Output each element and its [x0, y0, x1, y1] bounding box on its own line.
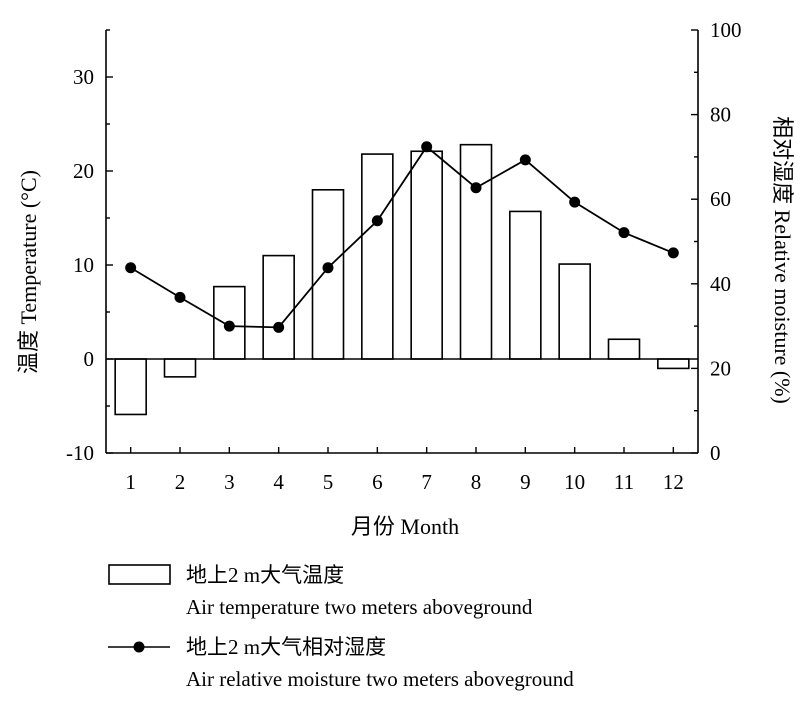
x-tick-label: 8: [471, 470, 482, 494]
temperature-bar: [657, 358, 690, 370]
y-left-tick-label: 10: [73, 253, 94, 277]
x-tick-label: 11: [614, 470, 634, 494]
y-right-tick-label: 80: [710, 103, 731, 127]
temperature-bar: [114, 358, 147, 416]
temperature-bar: [163, 358, 197, 378]
temperature-bar: [607, 338, 641, 360]
x-tick-label: 1: [125, 470, 136, 494]
humidity-point: [470, 182, 482, 194]
temperature-bar: [459, 143, 493, 360]
humidity-point: [174, 291, 186, 303]
humidity-point: [322, 262, 334, 274]
y-right-tick-label: 20: [710, 356, 731, 380]
y-axis-right-title: 相对湿度 Relative moisture (%): [770, 116, 795, 404]
humidity-point: [618, 227, 630, 239]
temperature-bars: [114, 143, 690, 416]
legend-label-humidity: 地上2 m大气相对湿度: [186, 635, 386, 659]
legend-sublabel-humidity: Air relative moisture two meters abovegr…: [186, 667, 574, 691]
humidity-point: [371, 215, 383, 227]
humidity-point: [519, 154, 531, 166]
x-tick-label: 4: [273, 470, 284, 494]
x-tick-label: 10: [564, 470, 585, 494]
y-left-tick-label: 30: [73, 65, 94, 89]
temperature-bar: [509, 210, 542, 360]
x-tick-label: 5: [323, 470, 334, 494]
x-tick-label: 7: [421, 470, 432, 494]
humidity-line-series: [125, 141, 679, 333]
humidity-point: [223, 320, 235, 332]
temperature-bar: [361, 153, 394, 360]
humidity-line: [130, 145, 674, 329]
temperature-bar: [311, 189, 345, 360]
humidity-point: [667, 247, 679, 259]
legend-sublabel-temperature: Air temperature two meters aboveground: [186, 595, 533, 619]
legend-swatch-marker: [133, 641, 145, 653]
humidity-point: [569, 196, 581, 208]
x-axis-title: 月份 Month: [351, 514, 459, 539]
legend-label-temperature: 地上2 m大气温度: [186, 563, 344, 587]
x-tick-label: 3: [224, 470, 235, 494]
x-tick-label: 9: [520, 470, 531, 494]
legend: 地上2 m大气温度 Air temperature two meters abo…: [108, 563, 574, 691]
y-left-tick-label: 20: [73, 159, 94, 183]
humidity-point: [125, 262, 137, 274]
x-tick-label: 12: [663, 470, 684, 494]
y-left-tick-label: 0: [84, 347, 95, 371]
y-left-tick-label: -10: [66, 441, 94, 465]
x-tick-label: 6: [372, 470, 383, 494]
y-right-tick-label: 60: [710, 187, 731, 211]
temperature-bar: [410, 150, 443, 360]
humidity-point: [421, 141, 433, 153]
legend-swatch-bar: [108, 564, 171, 585]
x-tick-label: 2: [175, 470, 186, 494]
temperature-bar: [262, 254, 295, 360]
y-right-tick-label: 100: [710, 18, 742, 42]
y-right-tick-label: 40: [710, 272, 731, 296]
y-axis-left-title: 温度 Temperature (°C): [16, 170, 41, 374]
humidity-point: [273, 321, 285, 333]
temperature-bar: [558, 263, 591, 360]
y-right-tick-label: 0: [710, 441, 721, 465]
